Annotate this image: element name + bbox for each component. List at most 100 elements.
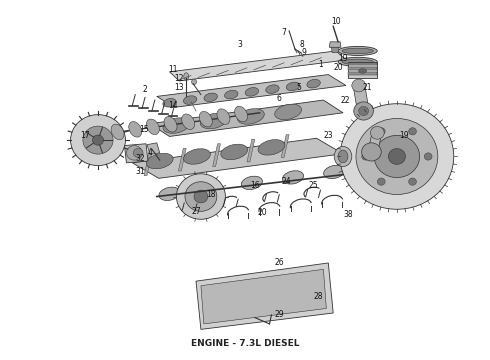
Text: 20: 20 xyxy=(258,208,268,217)
Circle shape xyxy=(370,126,384,139)
Text: 3: 3 xyxy=(238,40,243,49)
Ellipse shape xyxy=(129,122,142,137)
Text: 38: 38 xyxy=(343,210,353,219)
Ellipse shape xyxy=(342,59,373,64)
Ellipse shape xyxy=(111,124,124,140)
Ellipse shape xyxy=(338,57,377,66)
Circle shape xyxy=(126,145,142,160)
Ellipse shape xyxy=(221,144,247,160)
Text: 17: 17 xyxy=(80,131,90,140)
Ellipse shape xyxy=(286,82,300,91)
Text: 6: 6 xyxy=(277,94,282,103)
Ellipse shape xyxy=(163,118,190,133)
Ellipse shape xyxy=(266,85,279,94)
Text: 31: 31 xyxy=(135,167,145,176)
Circle shape xyxy=(377,178,385,185)
Ellipse shape xyxy=(275,104,301,120)
Ellipse shape xyxy=(184,73,189,80)
Ellipse shape xyxy=(200,182,221,195)
Ellipse shape xyxy=(159,187,180,201)
Circle shape xyxy=(93,135,103,145)
Polygon shape xyxy=(150,100,343,136)
Ellipse shape xyxy=(338,150,348,163)
Text: 21: 21 xyxy=(363,83,372,92)
Ellipse shape xyxy=(163,99,176,107)
Polygon shape xyxy=(368,131,382,154)
Ellipse shape xyxy=(241,176,263,190)
Ellipse shape xyxy=(334,147,352,166)
Circle shape xyxy=(352,79,366,92)
Polygon shape xyxy=(348,72,377,75)
Polygon shape xyxy=(353,84,369,113)
Ellipse shape xyxy=(235,106,247,122)
Text: 23: 23 xyxy=(323,131,333,140)
Polygon shape xyxy=(331,47,339,53)
Ellipse shape xyxy=(224,90,238,99)
Polygon shape xyxy=(124,144,148,163)
Ellipse shape xyxy=(307,80,320,88)
Circle shape xyxy=(194,190,208,203)
Ellipse shape xyxy=(184,149,210,164)
Ellipse shape xyxy=(147,119,159,135)
Ellipse shape xyxy=(182,114,195,130)
Circle shape xyxy=(359,107,368,116)
Ellipse shape xyxy=(245,87,259,96)
Ellipse shape xyxy=(238,109,264,124)
Ellipse shape xyxy=(217,109,230,125)
Text: 19: 19 xyxy=(399,131,409,140)
Polygon shape xyxy=(281,135,289,157)
Polygon shape xyxy=(178,148,186,171)
Text: 28: 28 xyxy=(314,292,323,301)
Circle shape xyxy=(185,182,217,211)
Circle shape xyxy=(133,148,143,157)
Text: ENGINE - 7.3L DIESEL: ENGINE - 7.3L DIESEL xyxy=(191,338,299,348)
Text: 16: 16 xyxy=(250,181,260,190)
Ellipse shape xyxy=(338,46,377,55)
Text: 2: 2 xyxy=(143,85,147,94)
Text: 11: 11 xyxy=(168,65,177,74)
Ellipse shape xyxy=(258,140,285,155)
Text: 24: 24 xyxy=(281,176,291,185)
Text: 32: 32 xyxy=(135,154,145,163)
Polygon shape xyxy=(144,153,152,176)
Circle shape xyxy=(409,178,416,185)
Ellipse shape xyxy=(183,96,197,104)
Text: 15: 15 xyxy=(139,125,149,134)
Text: 4: 4 xyxy=(147,148,152,157)
Polygon shape xyxy=(247,139,255,162)
Text: 19: 19 xyxy=(338,54,348,63)
Circle shape xyxy=(377,128,385,135)
Circle shape xyxy=(176,174,225,219)
Text: 8: 8 xyxy=(299,40,304,49)
Circle shape xyxy=(83,126,113,154)
Text: 1: 1 xyxy=(318,60,323,69)
Polygon shape xyxy=(147,143,160,155)
Circle shape xyxy=(71,114,125,166)
Polygon shape xyxy=(201,269,326,324)
Circle shape xyxy=(354,102,373,120)
Circle shape xyxy=(374,135,419,177)
Circle shape xyxy=(389,149,405,165)
Polygon shape xyxy=(348,62,377,78)
Circle shape xyxy=(362,153,369,160)
Polygon shape xyxy=(213,144,220,166)
Ellipse shape xyxy=(204,93,218,102)
Polygon shape xyxy=(348,63,377,66)
Ellipse shape xyxy=(282,171,304,184)
Text: 25: 25 xyxy=(309,181,318,190)
Text: 27: 27 xyxy=(191,207,201,216)
Text: 13: 13 xyxy=(174,83,184,92)
Text: 18: 18 xyxy=(206,190,216,199)
Text: 5: 5 xyxy=(296,83,301,92)
Text: 29: 29 xyxy=(274,310,284,319)
Ellipse shape xyxy=(359,69,367,73)
Circle shape xyxy=(409,128,416,135)
Text: 20: 20 xyxy=(333,63,343,72)
Ellipse shape xyxy=(164,117,177,132)
Polygon shape xyxy=(329,42,341,47)
Ellipse shape xyxy=(200,113,227,129)
Polygon shape xyxy=(348,67,377,70)
Circle shape xyxy=(424,153,432,160)
Text: 7: 7 xyxy=(282,28,287,37)
Text: 10: 10 xyxy=(331,17,341,26)
